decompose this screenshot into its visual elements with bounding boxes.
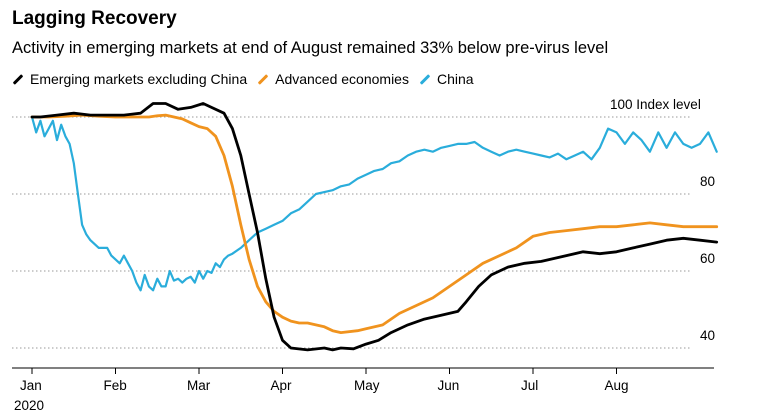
- chart-subtitle: Activity in emerging markets at end of A…: [12, 39, 609, 57]
- legend-item-china: China: [419, 71, 474, 87]
- series-line-emerging-markets-excluding-china: [30, 102, 719, 352]
- series-line-advanced-economies: [30, 113, 719, 334]
- x-tick-label-jun: Jun: [438, 378, 460, 393]
- legend-label-advanced-economies: Advanced economies: [275, 71, 409, 87]
- x-tick-label-feb: Feb: [104, 378, 127, 393]
- x-tick-label-may: May: [354, 378, 380, 393]
- series-line-china: [30, 115, 718, 292]
- y-tick-label-60: 60: [700, 251, 715, 266]
- legend-label-em-ex-china: Emerging markets excluding China: [30, 71, 248, 87]
- chart-title: Lagging Recovery: [12, 8, 177, 29]
- y-tick-label-40: 40: [700, 328, 715, 343]
- x-tick-label-mar: Mar: [187, 378, 211, 393]
- x-tick-label-aug: Aug: [605, 378, 629, 393]
- legend-item-advanced-economies: Advanced economies: [257, 71, 409, 87]
- legend-item-em-ex-china: Emerging markets excluding China: [12, 71, 247, 87]
- y-tick-label-80: 80: [700, 174, 715, 189]
- x-tick-label-jul: Jul: [521, 378, 538, 393]
- x-tick-label-jan: Jan: [20, 378, 42, 393]
- y-tick-label-100: 100 Index level: [610, 97, 701, 112]
- chart-legend: Emerging markets excluding China Advance…: [12, 71, 484, 87]
- x-tick-label-apr: Apr: [271, 378, 293, 393]
- legend-label-china: China: [436, 71, 474, 87]
- x-tick-sublabel-year: 2020: [14, 398, 44, 413]
